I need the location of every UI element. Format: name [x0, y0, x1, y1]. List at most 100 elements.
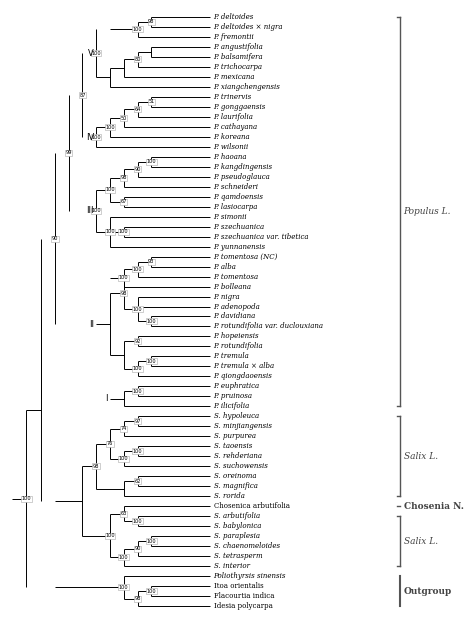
Text: 98: 98: [93, 464, 99, 468]
Text: P. xiangchengensis: P. xiangchengensis: [213, 83, 280, 91]
Text: 74: 74: [120, 426, 127, 431]
Text: 50: 50: [120, 115, 127, 120]
Text: 100: 100: [105, 229, 115, 234]
Text: P. euphratica: P. euphratica: [213, 383, 260, 391]
Text: S. arbutifolia: S. arbutifolia: [213, 512, 260, 520]
Text: P. gonggaensis: P. gonggaensis: [213, 103, 266, 111]
Text: 100: 100: [21, 496, 31, 501]
Text: II: II: [89, 320, 94, 329]
Text: P. szechuanica var. tibetica: P. szechuanica var. tibetica: [213, 232, 309, 240]
Text: P. kangdingensis: P. kangdingensis: [213, 163, 273, 171]
Text: 98: 98: [134, 596, 141, 601]
Text: P. trichocarpa: P. trichocarpa: [213, 63, 262, 71]
Text: 99: 99: [65, 151, 72, 156]
Text: P. balsamifera: P. balsamifera: [213, 53, 263, 61]
Text: S. magnifica: S. magnifica: [213, 482, 257, 490]
Text: P. nigra: P. nigra: [213, 293, 240, 300]
Text: P. rotundifolia var. duclouxiana: P. rotundifolia var. duclouxiana: [213, 323, 324, 330]
Text: P. mexicana: P. mexicana: [213, 73, 255, 81]
Text: 90: 90: [51, 236, 58, 241]
Text: 98: 98: [120, 176, 127, 181]
Text: S. taoensis: S. taoensis: [213, 442, 252, 450]
Text: 51: 51: [148, 99, 155, 104]
Text: P. alba: P. alba: [213, 262, 236, 270]
Text: P. cathayana: P. cathayana: [213, 123, 258, 131]
Text: Chosenica arbutifolia: Chosenica arbutifolia: [213, 502, 290, 510]
Text: P. deltoides: P. deltoides: [213, 13, 254, 21]
Text: 100: 100: [119, 585, 128, 590]
Text: 62: 62: [134, 478, 141, 484]
Text: 93: 93: [148, 259, 155, 264]
Text: 92: 92: [134, 339, 141, 344]
Text: P. pseudoglauca: P. pseudoglauca: [213, 173, 270, 181]
Text: S. hypoleuca: S. hypoleuca: [213, 412, 259, 421]
Text: Flacourtia indica: Flacourtia indica: [213, 592, 274, 600]
Text: 100: 100: [105, 533, 115, 538]
Text: 100: 100: [133, 389, 142, 394]
Text: P. wilsonii: P. wilsonii: [213, 143, 249, 151]
Text: S. suchowensis: S. suchowensis: [213, 462, 268, 470]
Text: 90: 90: [134, 546, 141, 551]
Text: P. tomentosa: P. tomentosa: [213, 272, 259, 280]
Text: 100: 100: [147, 359, 156, 364]
Text: P. hopeiensis: P. hopeiensis: [213, 333, 259, 340]
Text: 100: 100: [147, 539, 156, 544]
Text: P. haoana: P. haoana: [213, 153, 247, 161]
Text: 100: 100: [119, 275, 128, 280]
Text: P. lasiocarpa: P. lasiocarpa: [213, 202, 258, 211]
Text: 98: 98: [120, 291, 127, 296]
Text: V: V: [88, 49, 94, 58]
Text: 80: 80: [134, 57, 141, 62]
Text: P. deltoides × nigra: P. deltoides × nigra: [213, 23, 283, 31]
Text: P. davidiana: P. davidiana: [213, 313, 256, 320]
Text: S. interior: S. interior: [213, 562, 249, 570]
Text: P. tremula × alba: P. tremula × alba: [213, 363, 275, 371]
Text: P. rotundifolia: P. rotundifolia: [213, 343, 263, 351]
Text: 100: 100: [133, 366, 142, 371]
Text: 100: 100: [133, 27, 142, 32]
Text: 100: 100: [92, 135, 101, 140]
Text: S. rehderiana: S. rehderiana: [213, 452, 262, 460]
Text: 100: 100: [105, 125, 115, 130]
Text: 98: 98: [148, 19, 155, 24]
Text: 100: 100: [119, 456, 128, 461]
Text: P. qamdoensis: P. qamdoensis: [213, 193, 263, 201]
Text: 100: 100: [133, 267, 142, 272]
Text: S. rorida: S. rorida: [213, 492, 244, 500]
Text: P. schneideri: P. schneideri: [213, 183, 259, 191]
Text: S. paraplesia: S. paraplesia: [213, 532, 260, 540]
Text: P. koreana: P. koreana: [213, 133, 250, 141]
Text: P. simonii: P. simonii: [213, 212, 247, 221]
Text: 100: 100: [133, 449, 142, 454]
Text: P. laurifolia: P. laurifolia: [213, 113, 254, 121]
Text: Salix L.: Salix L.: [403, 452, 438, 461]
Text: 100: 100: [147, 159, 156, 164]
Text: S. chaenomeloides: S. chaenomeloides: [213, 542, 280, 550]
Text: P. bolleana: P. bolleana: [213, 283, 252, 290]
Text: 100: 100: [105, 188, 115, 193]
Text: Chosenia N.: Chosenia N.: [403, 502, 464, 511]
Text: 87: 87: [79, 93, 85, 98]
Text: Idesia polycarpa: Idesia polycarpa: [213, 602, 272, 610]
Text: 67: 67: [120, 199, 127, 204]
Text: 90: 90: [134, 167, 141, 172]
Text: S. minjiangensis: S. minjiangensis: [213, 422, 271, 430]
Text: P. tremula: P. tremula: [213, 353, 249, 361]
Text: IV: IV: [86, 133, 94, 141]
Text: S. purpurea: S. purpurea: [213, 432, 255, 440]
Text: 76: 76: [107, 441, 113, 446]
Text: P. tomentosa (NC): P. tomentosa (NC): [213, 252, 278, 260]
Text: 63: 63: [120, 511, 127, 516]
Text: 100: 100: [92, 51, 101, 56]
Text: 100: 100: [147, 589, 156, 594]
Text: P. fremontii: P. fremontii: [213, 33, 255, 41]
Text: 97: 97: [134, 419, 141, 424]
Text: S. babylonica: S. babylonica: [213, 522, 261, 530]
Text: Salix L.: Salix L.: [403, 536, 438, 546]
Text: P. pruinosa: P. pruinosa: [213, 392, 253, 401]
Text: P. ilicifolia: P. ilicifolia: [213, 402, 250, 411]
Text: S. oreinoma: S. oreinoma: [213, 472, 256, 480]
Text: 100: 100: [119, 229, 128, 234]
Text: 100: 100: [119, 555, 128, 560]
Text: P. trinervis: P. trinervis: [213, 93, 252, 101]
